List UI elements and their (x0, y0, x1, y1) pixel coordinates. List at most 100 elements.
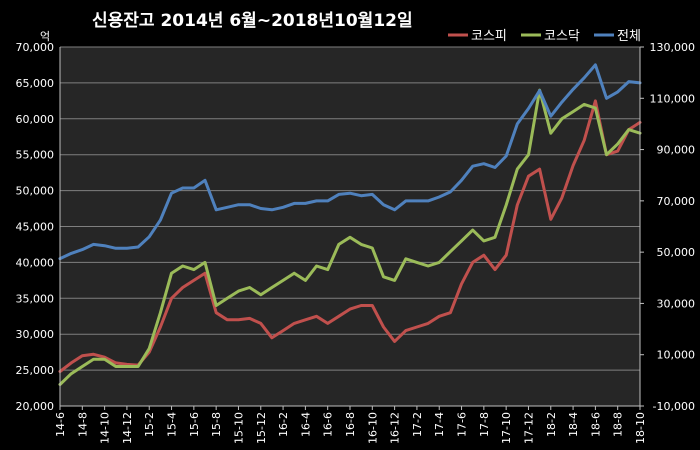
data-point (404, 199, 407, 203)
data-point (125, 363, 129, 366)
data-point (426, 322, 430, 325)
data-point (159, 311, 162, 314)
x-tick-label: 14-10 (99, 412, 112, 444)
data-point (348, 236, 352, 239)
data-point (360, 304, 363, 307)
data-point (304, 202, 307, 205)
data-point (393, 279, 396, 282)
data-point (237, 203, 240, 206)
y-left-tick-label: 65,000 (16, 77, 55, 90)
data-point (114, 361, 118, 365)
data-point (114, 247, 118, 250)
data-point (460, 239, 463, 243)
y-left-tick-label: 20,000 (16, 400, 55, 413)
data-point (605, 97, 608, 100)
y-left-tick-label: 30,000 (16, 328, 55, 341)
x-tick-label: 17-4 (433, 412, 446, 437)
data-point (560, 117, 564, 121)
x-tick-label: 15-12 (255, 412, 268, 444)
data-point (571, 164, 575, 167)
data-point (270, 208, 274, 211)
data-point (170, 192, 173, 195)
data-point (81, 354, 84, 357)
legend-label: 코스닥 (544, 29, 580, 44)
data-point (493, 268, 497, 271)
data-point (70, 361, 73, 365)
data-point (460, 179, 463, 182)
data-point (471, 261, 474, 264)
data-point (270, 336, 274, 339)
data-point (371, 304, 374, 307)
y-left-tick-label: 60,000 (16, 113, 55, 126)
y-right-tick-label: 90,000 (657, 144, 696, 157)
data-point (449, 190, 452, 194)
data-point (103, 358, 106, 361)
x-tick-label: 16-8 (344, 412, 357, 437)
data-point (148, 235, 151, 238)
x-tick-label: 15-2 (143, 412, 156, 437)
data-point (505, 254, 508, 257)
data-point (81, 365, 84, 368)
data-point (493, 236, 497, 239)
data-point (360, 194, 363, 197)
data-point (92, 358, 95, 361)
y-right-tick-label: 70,000 (657, 195, 696, 208)
y-right-tick-label: 10,000 (657, 349, 696, 362)
x-tick-label: 15-10 (232, 412, 245, 444)
y-left-tick-label: 40,000 (16, 256, 55, 269)
data-point (571, 110, 575, 113)
data-point (315, 315, 318, 318)
data-point (203, 272, 207, 275)
x-tick-label: 18-8 (612, 412, 625, 437)
data-point (627, 80, 630, 83)
x-tick-label: 18-10 (634, 412, 647, 444)
data-point (192, 268, 195, 271)
data-point (616, 142, 619, 146)
y-left-tick-label: 70,000 (16, 41, 55, 54)
data-point (594, 63, 597, 67)
x-tick-label: 14-8 (76, 412, 89, 437)
data-point (326, 322, 329, 325)
data-point (605, 153, 608, 156)
data-point (538, 89, 541, 92)
data-point (92, 243, 95, 246)
data-point (404, 329, 407, 332)
data-point (304, 279, 307, 282)
x-tick-label: 14-12 (121, 412, 134, 444)
data-point (192, 279, 195, 282)
data-point (259, 293, 262, 296)
x-tick-label: 16-12 (389, 412, 402, 444)
x-tick-label: 15-6 (188, 412, 201, 437)
data-point (616, 149, 619, 153)
data-point (203, 261, 207, 264)
data-point (393, 340, 396, 343)
y-left-tick-label: 45,000 (16, 221, 55, 234)
data-point (281, 329, 285, 332)
legend-label: 전체 (617, 29, 641, 44)
y-right-tick-label: -10,000 (653, 400, 695, 413)
y-right-tick-label: 110,000 (650, 92, 696, 105)
data-point (215, 208, 218, 211)
y-right-tick-label: 130,000 (650, 41, 696, 54)
data-point (482, 162, 485, 165)
data-point (92, 353, 95, 356)
data-point (304, 318, 307, 321)
x-tick-label: 15-4 (166, 412, 179, 437)
data-point (337, 315, 340, 318)
data-point (471, 228, 474, 232)
data-point (237, 318, 240, 321)
data-point (315, 264, 318, 268)
data-point (393, 208, 396, 211)
x-tick-label: 17-10 (500, 412, 513, 444)
data-point (259, 207, 262, 210)
data-point (549, 115, 552, 118)
data-point (70, 372, 73, 375)
data-point (136, 245, 140, 249)
data-point (226, 206, 229, 209)
x-tick-label: 17-6 (456, 412, 469, 437)
data-point (170, 297, 173, 300)
data-point (293, 202, 296, 205)
data-point (293, 272, 296, 275)
data-point (583, 103, 586, 106)
x-tick-label: 17-2 (411, 412, 424, 437)
